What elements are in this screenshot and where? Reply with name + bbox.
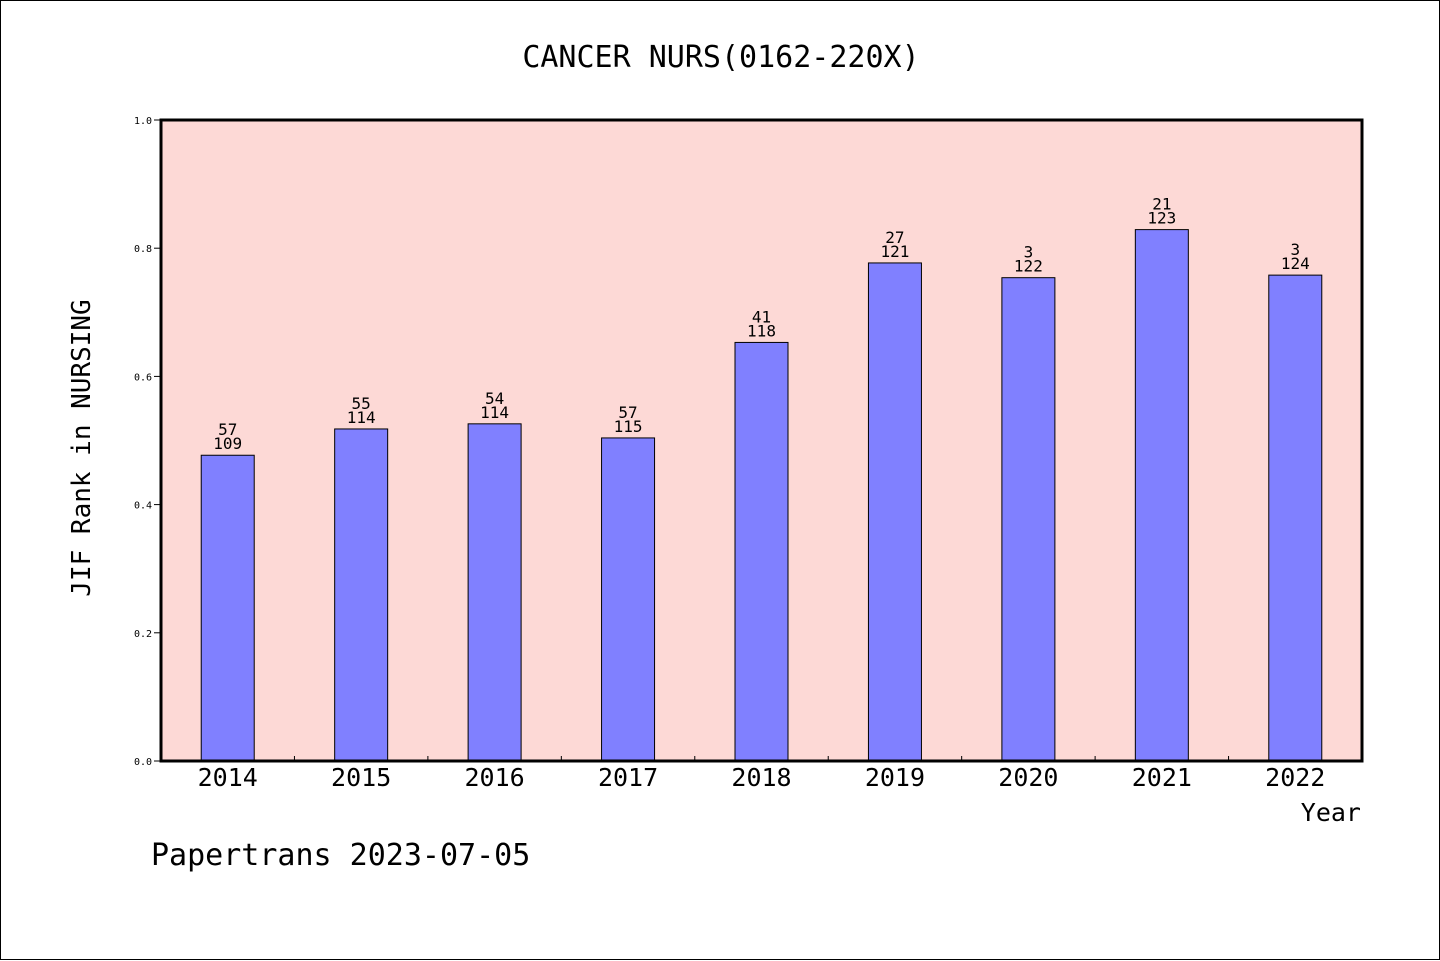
y-tick-label: 1.0: [134, 116, 152, 127]
y-tick-label: 0.8: [134, 244, 152, 255]
bar-label-total: 114: [347, 408, 376, 427]
plot-border: [159, 118, 1364, 763]
bar-label-total: 122: [1014, 257, 1043, 276]
bar-label-rank: 57: [218, 420, 237, 439]
bar-label-total: 123: [1147, 209, 1176, 228]
x-axis-label: Year: [1301, 798, 1361, 827]
bar-label-rank: 55: [352, 394, 371, 413]
bar-label-rank: 57: [618, 403, 637, 422]
x-tick-label: 2020: [998, 763, 1058, 792]
footer-credit: Papertrans 2023-07-05: [151, 838, 530, 873]
bar-label-total: 121: [880, 242, 909, 261]
bar: [601, 437, 656, 762]
chart-title: CANCER NURS(0162-220X): [522, 40, 919, 75]
x-tick-label: 2021: [1132, 763, 1192, 792]
bar: [867, 262, 922, 762]
bar: [200, 454, 255, 762]
y-tick-label: 0.2: [134, 629, 152, 640]
y-tick-label: 0.0: [134, 757, 152, 768]
y-axis-label: JIF Rank in NURSING: [67, 299, 97, 596]
bar: [1268, 274, 1323, 762]
bar-label-rank: 21: [1152, 195, 1171, 214]
bar: [334, 428, 389, 762]
bar-label-total: 115: [614, 417, 643, 436]
x-tick-label: 2014: [198, 763, 258, 792]
y-tick-label: 0.4: [134, 501, 152, 512]
bar: [734, 341, 789, 762]
plot-area: 0.00.20.40.60.81.05710920145511420155411…: [134, 116, 1364, 792]
x-tick-label: 2019: [865, 763, 925, 792]
bar: [467, 423, 522, 762]
bar-label-rank: 3: [1024, 243, 1034, 262]
bar-label-rank: 27: [885, 228, 904, 247]
bar-label-total: 124: [1281, 254, 1310, 273]
x-tick-label: 2016: [465, 763, 525, 792]
bar-label-total: 114: [480, 403, 509, 422]
bar-label-total: 109: [213, 434, 242, 453]
x-tick-label: 2022: [1265, 763, 1325, 792]
bar-label-rank: 54: [485, 389, 504, 408]
bar: [1134, 229, 1189, 762]
bar-label-rank: 3: [1290, 240, 1300, 259]
x-tick-label: 2017: [598, 763, 658, 792]
bar: [1001, 277, 1056, 762]
bar-label-total: 118: [747, 321, 776, 340]
y-tick-label: 0.6: [134, 372, 152, 383]
x-tick-label: 2015: [331, 763, 391, 792]
x-tick-label: 2018: [731, 763, 791, 792]
bar-label-rank: 41: [752, 307, 771, 326]
